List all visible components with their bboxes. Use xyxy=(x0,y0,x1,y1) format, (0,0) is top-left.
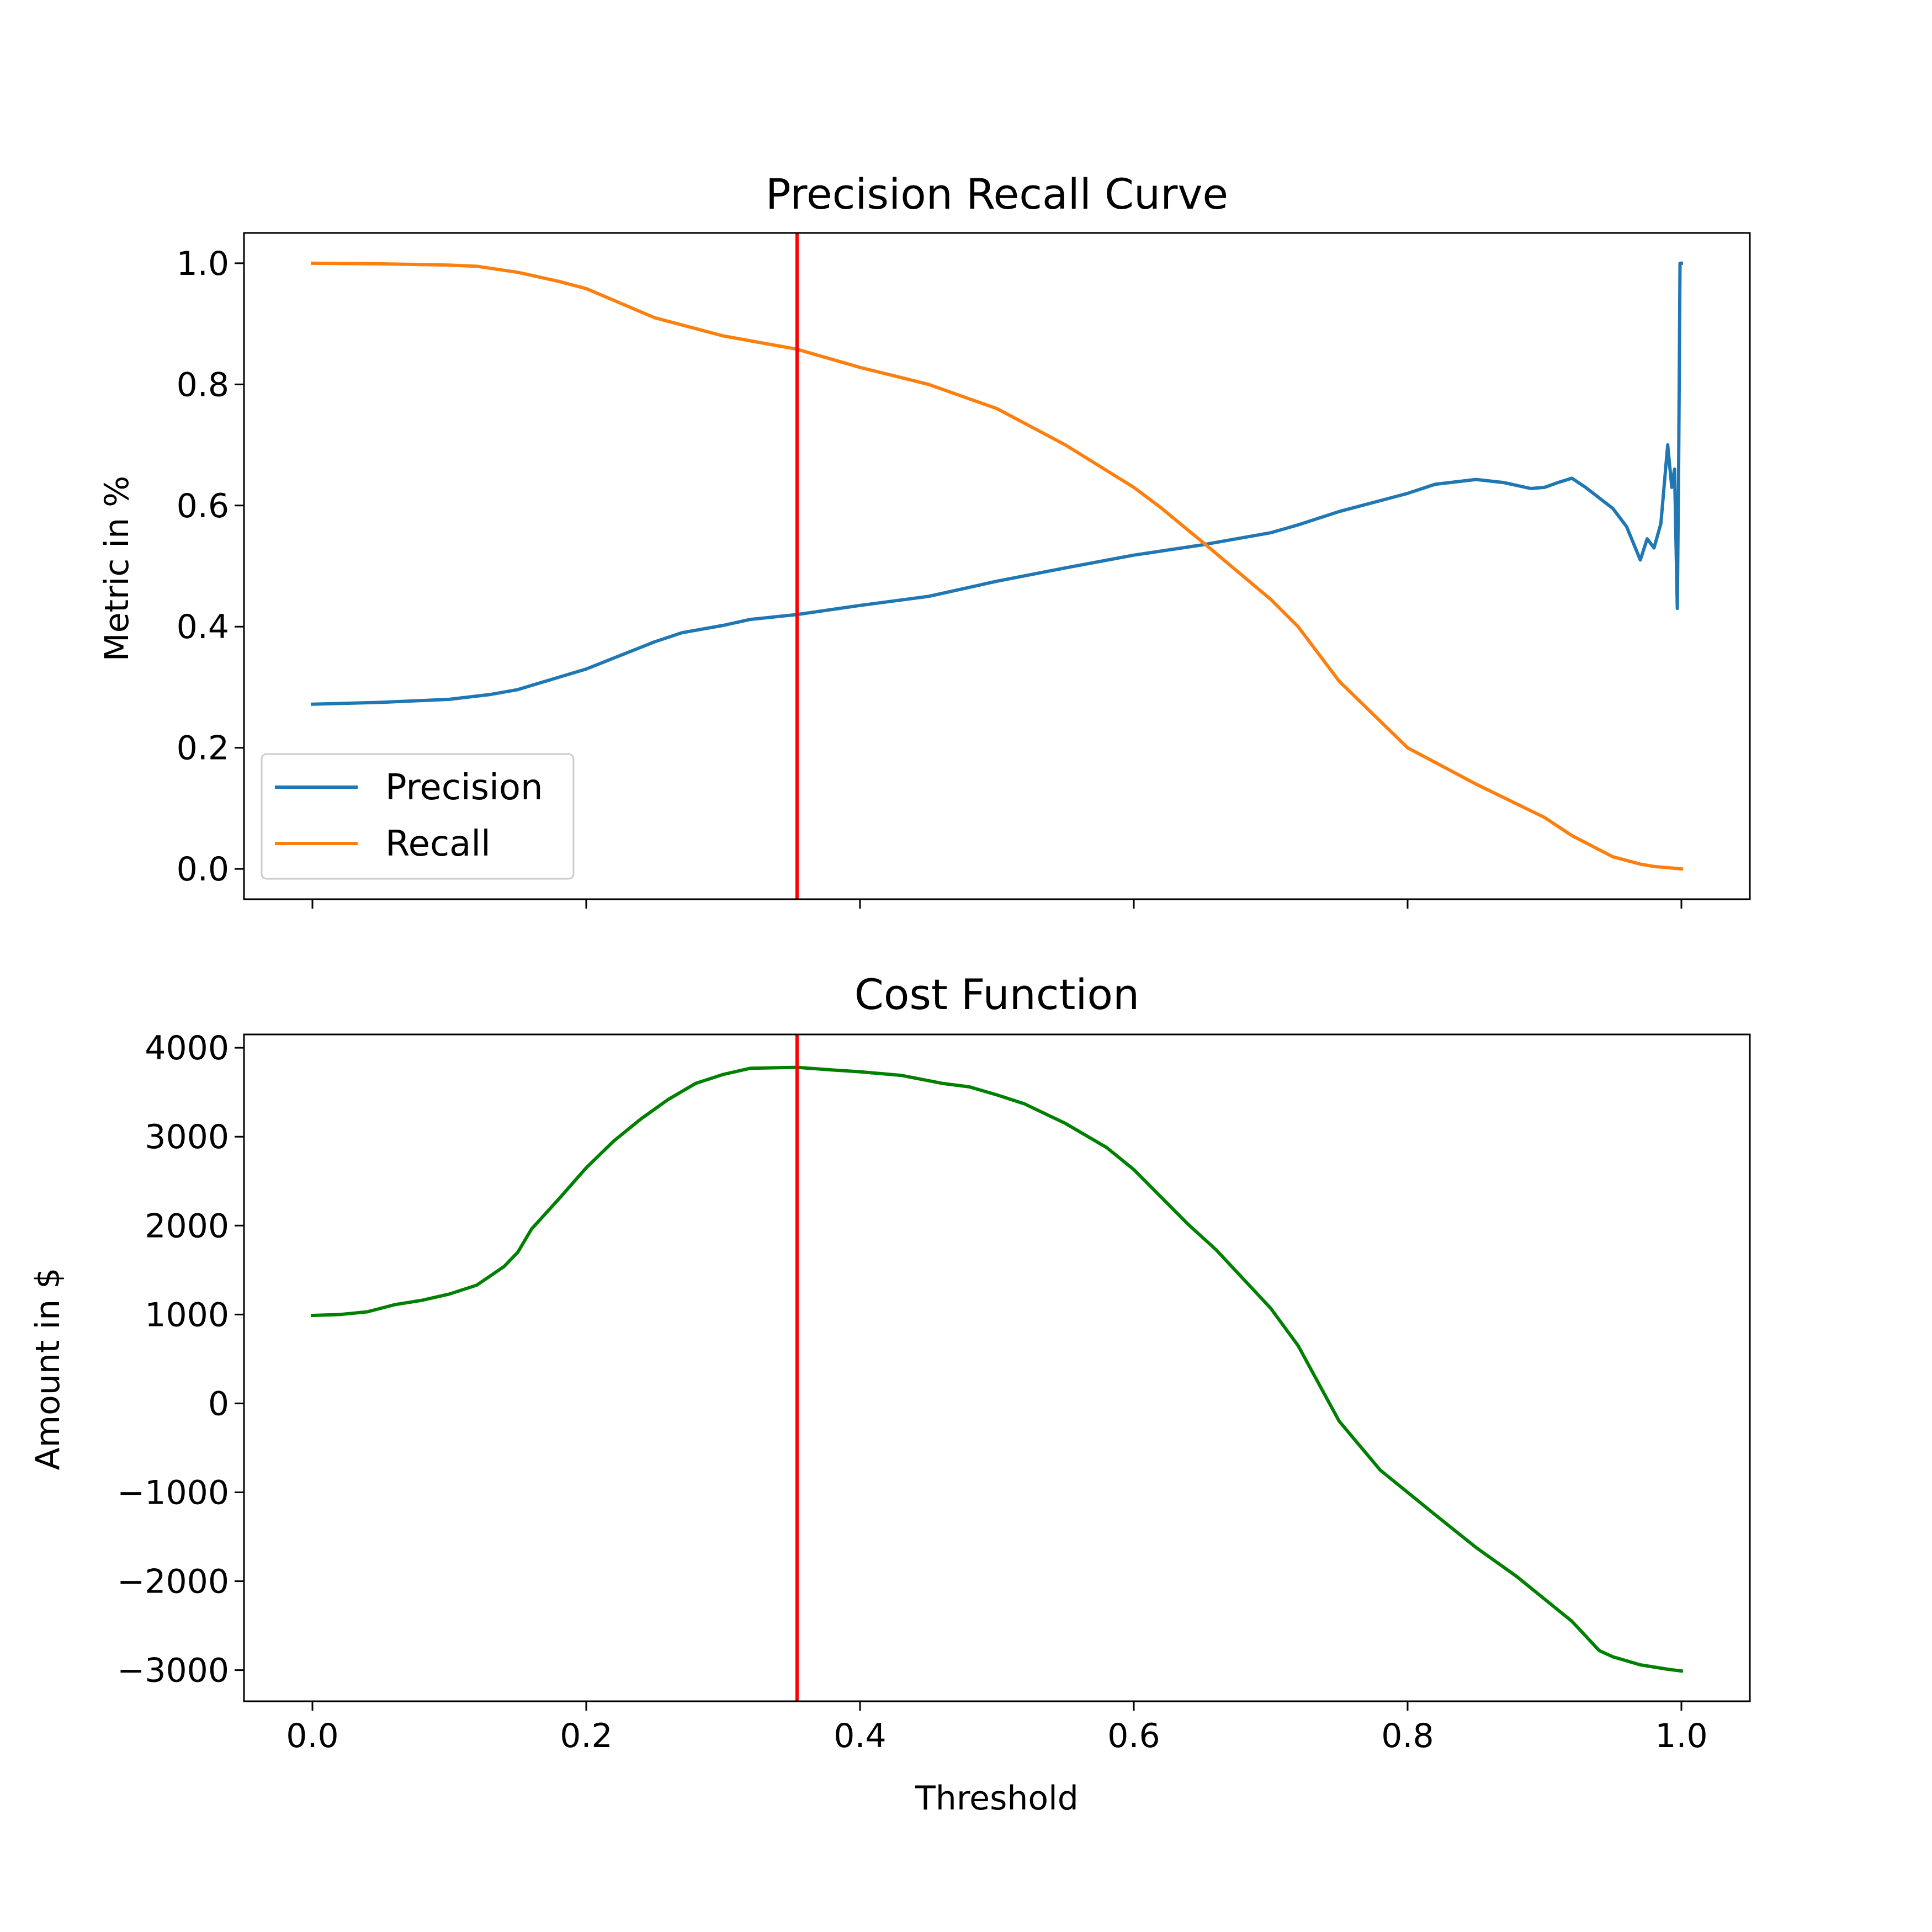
cost-x-tick-label: 0.6 xyxy=(1107,1717,1160,1755)
pr-y-tick-label: 1.0 xyxy=(177,245,229,283)
cost-y-tick-label: −2000 xyxy=(117,1563,229,1601)
precision-recall-series xyxy=(310,233,1684,899)
cost-y-tick-label: −1000 xyxy=(117,1473,229,1512)
cost-function-plot-frame xyxy=(243,1033,1751,1702)
cost-x-tick-label: 0.4 xyxy=(834,1717,886,1755)
precision-recall-panel: Precision Recall Curve Metric in % 0.00.… xyxy=(98,169,1751,909)
pr-y-tick-label: 0.6 xyxy=(177,487,229,526)
cost-function-x-axis-label: Threshold xyxy=(915,1779,1079,1818)
pr-y-tick-label: 0.2 xyxy=(177,729,229,768)
cost-function-series xyxy=(310,1034,1684,1701)
cost-y-tick-label: 3000 xyxy=(145,1118,229,1156)
cost-y-tick-label: −3000 xyxy=(117,1652,229,1690)
cost-function-title: Cost Function xyxy=(854,970,1139,1019)
pr-y-tick-label: 0.0 xyxy=(177,850,229,889)
cost-y-tick-label: 1000 xyxy=(145,1296,229,1334)
cost-y-tick-label: 0 xyxy=(208,1384,229,1423)
precision-recall-title: Precision Recall Curve xyxy=(766,169,1228,219)
cost-x-tick-label: 1.0 xyxy=(1655,1717,1707,1755)
cost-x-tick-label: 0.0 xyxy=(286,1717,338,1755)
pr-y-tick-label: 0.8 xyxy=(177,365,229,404)
cost-x-tick-label: 0.8 xyxy=(1381,1717,1434,1755)
precision-recall-x-ticks xyxy=(311,899,1682,909)
cost-line xyxy=(310,1065,1684,1673)
precision-recall-y-ticks: 0.0 0.2 0.4 0.6 0.8 1.0 xyxy=(177,245,244,889)
legend-recall-label: Recall xyxy=(385,824,491,864)
cost-y-tick-label: 4000 xyxy=(145,1029,229,1068)
cost-x-tick-label: 0.2 xyxy=(560,1717,612,1755)
precision-recall-plot-frame xyxy=(243,232,1751,900)
recall-line xyxy=(310,261,1684,871)
cost-function-panel: Cost Function Amount in $ Threshold 0.0 0… xyxy=(29,970,1751,1818)
precision-recall-legend: Precision Recall xyxy=(261,753,575,880)
precision-recall-y-axis-label: Metric in % xyxy=(98,476,136,661)
precision-line xyxy=(310,261,1683,706)
legend-box xyxy=(261,753,575,880)
cost-y-tick-label: 2000 xyxy=(145,1207,229,1245)
cost-function-y-axis-label: Amount in $ xyxy=(29,1268,67,1471)
legend-precision-label: Precision xyxy=(385,767,543,808)
cost-function-y-ticks: −3000 −2000 −1000 0 1000 2000 3000 4000 xyxy=(117,1029,244,1690)
cost-function-x-ticks: 0.0 0.2 0.4 0.6 0.8 1.0 xyxy=(286,1701,1708,1755)
pr-y-tick-label: 0.4 xyxy=(177,608,229,646)
